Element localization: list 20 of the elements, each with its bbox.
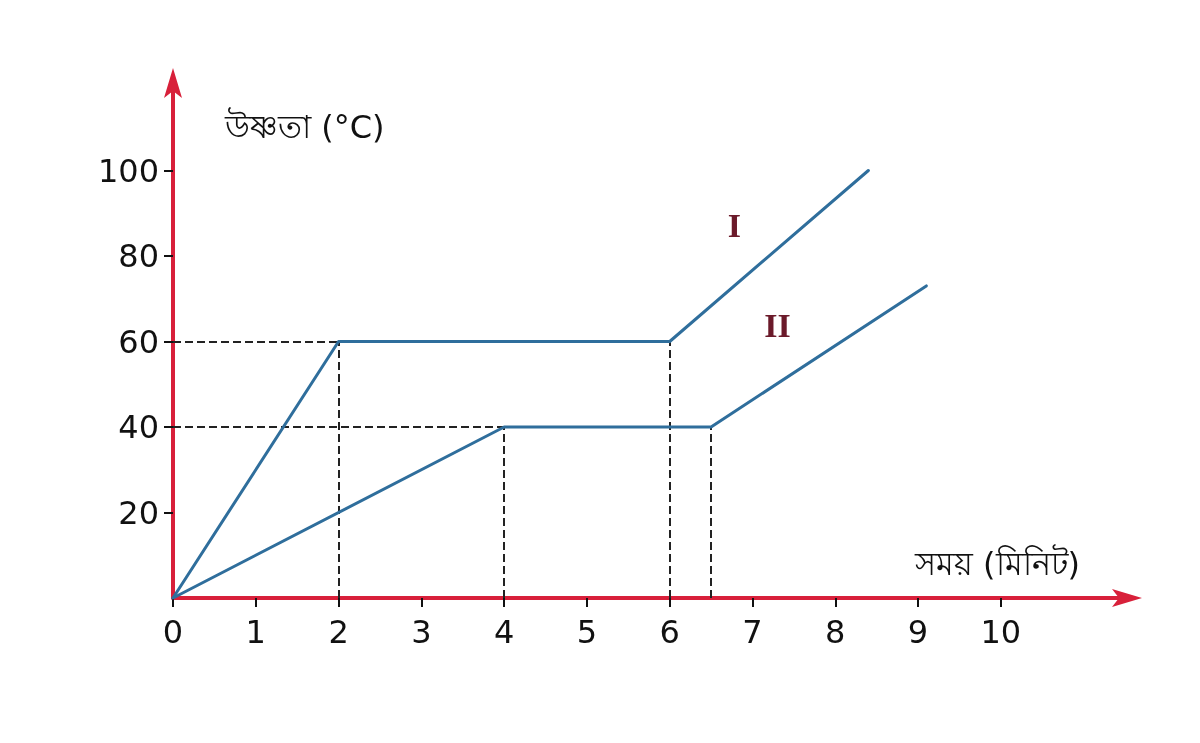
x-tick-label: 5 (576, 613, 598, 651)
x-tick-label: 3 (411, 613, 432, 651)
x-tick-label: 1 (245, 613, 266, 651)
x-tick-label: 2 (328, 613, 349, 651)
y-axis-title: উষ্ণতা (°C) (224, 107, 385, 146)
x-tick-label: 8 (825, 613, 846, 651)
y-tick-label: 80 (118, 237, 159, 275)
y-tick-label: 60 (118, 322, 159, 361)
y-tick-label: 20 (118, 493, 159, 532)
x-tick-label: 9 (907, 613, 929, 651)
x-axis-title: সময় (মিনিট) (913, 544, 1080, 583)
x-tick-label: 6 (659, 613, 680, 651)
x-tick-label: 7 (742, 613, 763, 651)
series-label: I (727, 206, 742, 244)
y-tick-label: 40 (118, 408, 159, 446)
series-label: II (764, 306, 791, 344)
x-tick-label: 0 (162, 613, 184, 651)
x-tick-label: 4 (493, 613, 515, 651)
y-tick-label: 100 (97, 151, 159, 190)
x-tick-label: 10 (980, 613, 1022, 651)
